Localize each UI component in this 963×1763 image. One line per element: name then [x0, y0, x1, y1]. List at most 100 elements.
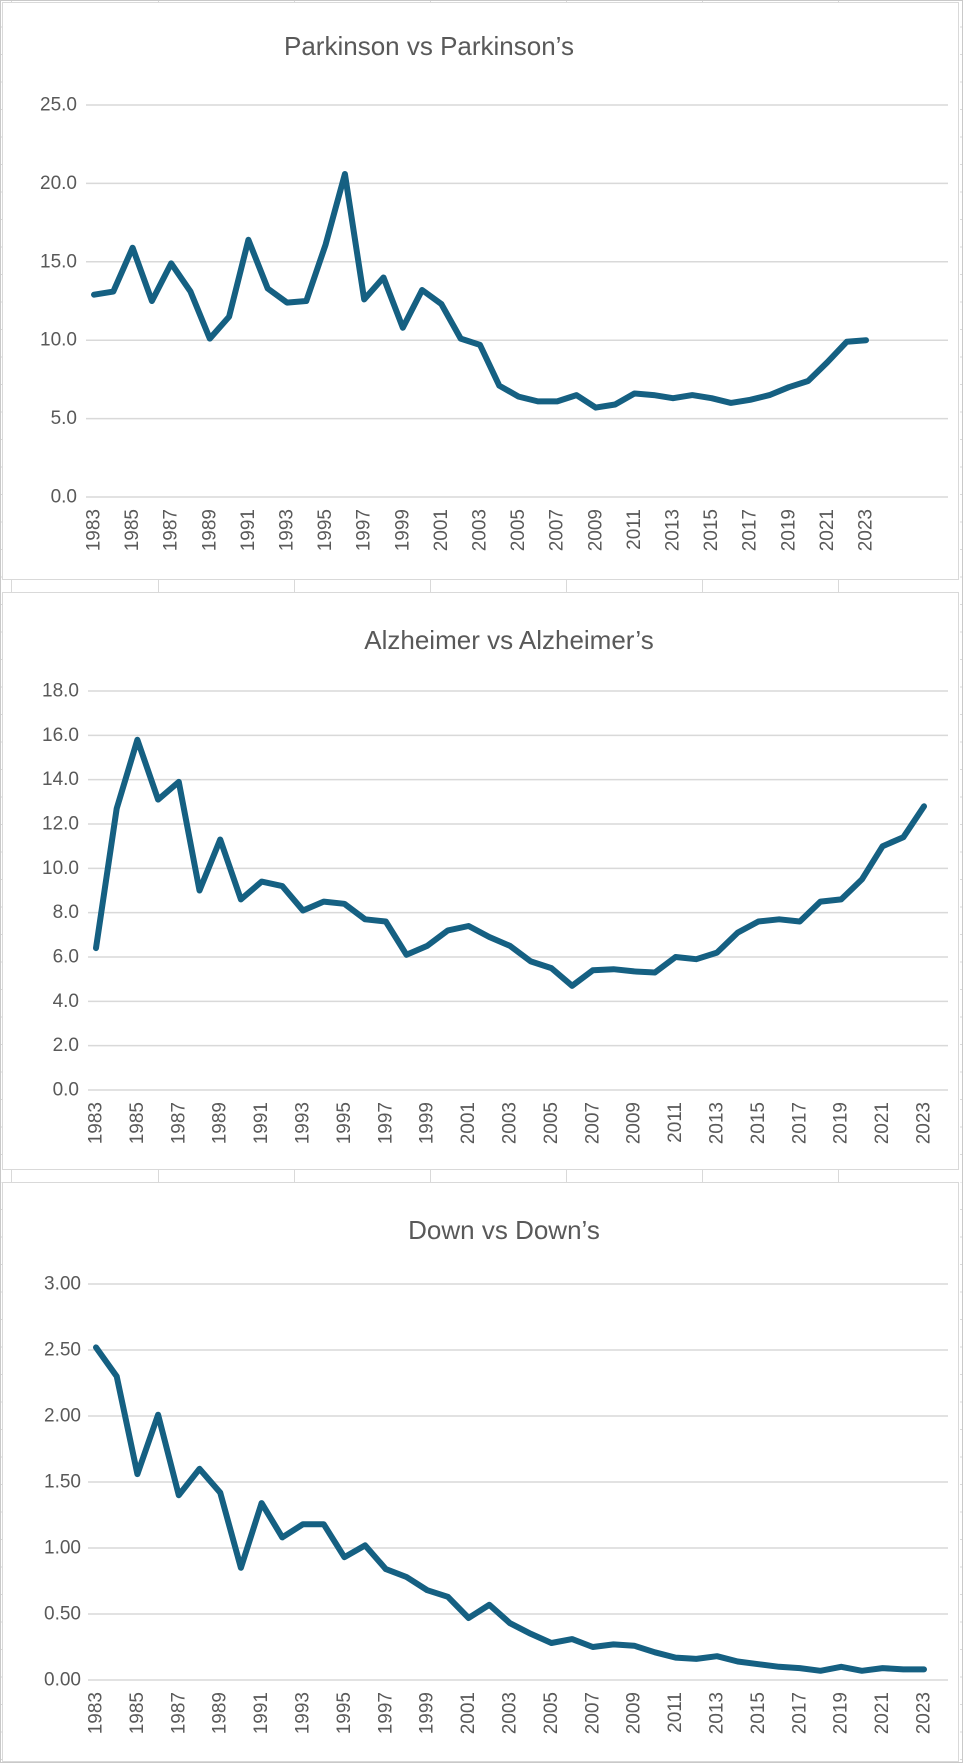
x-tick-label: 1989 [199, 509, 220, 551]
x-tick-label: 2023 [856, 509, 877, 551]
x-tick-label: 2003 [500, 1692, 521, 1734]
x-tick-label: 2011 [624, 509, 645, 550]
x-tick-label: 2005 [508, 509, 529, 551]
y-tick-label: 8.0 [53, 902, 79, 923]
y-tick-label: 6.0 [53, 947, 79, 968]
x-tick-label: 1999 [417, 1102, 438, 1144]
y-tick-label: 12.0 [42, 814, 79, 835]
x-tick-label: 2007 [547, 509, 568, 551]
x-tick-label: 2005 [541, 1692, 562, 1734]
x-tick-label: 2003 [470, 509, 491, 551]
chart-panel-down: Down vs Down’s 0.00 0.50 1.00 1.50 2.00 2.50 3… [2, 1182, 959, 1762]
x-tick-label: 2003 [500, 1102, 521, 1144]
x-tick-label: 2013 [663, 509, 684, 551]
y-tick-label: 2.0 [53, 1035, 79, 1056]
x-tick-label: 2023 [914, 1102, 935, 1144]
data-series-line [93, 1344, 927, 1674]
x-tick-label: 2017 [740, 509, 761, 551]
x-tick-label: 2011 [665, 1692, 686, 1733]
chart-title-parkinson: Parkinson vs Parkinson’s [284, 31, 574, 61]
x-tick-label: 2015 [748, 1102, 769, 1144]
y-tick-label: 4.0 [53, 991, 79, 1012]
x-tick-label: 1985 [122, 509, 143, 551]
y-tick-label: 1.50 [44, 1472, 81, 1493]
x-tick-label: 2021 [872, 1102, 893, 1144]
x-tick-label: 1983 [84, 509, 105, 551]
x-tick-label: 2007 [582, 1692, 603, 1734]
x-tick-label: 2015 [701, 509, 722, 551]
x-tick-label: 2001 [431, 509, 452, 551]
x-tick-label: 1987 [168, 1102, 189, 1144]
x-tick-label: 2005 [541, 1102, 562, 1144]
x-tick-label: 1989 [210, 1692, 231, 1734]
x-tick-label: 2023 [914, 1692, 935, 1734]
y-tick-label: 2.50 [44, 1340, 81, 1361]
x-tick-label: 1993 [293, 1102, 314, 1144]
x-tick-label: 2017 [789, 1692, 810, 1734]
x-tick-label: 2015 [748, 1692, 769, 1734]
x-tick-label: 1995 [315, 509, 336, 551]
x-tick-label: 2021 [817, 509, 838, 551]
chart-panel-alzheimer: Alzheimer vs Alzheimer’s 0.0 2.0 4.0 6.0 8.0… [2, 592, 959, 1170]
y-tick-label: 10.0 [40, 330, 77, 351]
x-tick-label: 2001 [458, 1102, 479, 1144]
y-tick-label: 0.50 [44, 1604, 81, 1625]
x-tick-label: 1993 [277, 509, 298, 551]
y-tick-label: 10.0 [42, 858, 79, 879]
x-tick-label: 2009 [624, 1102, 645, 1144]
x-tick-label: 1985 [127, 1102, 148, 1144]
x-tick-label: 1983 [86, 1692, 107, 1734]
x-tick-label: 1997 [375, 1102, 396, 1144]
chart-title-alzheimer: Alzheimer vs Alzheimer’s [364, 625, 654, 655]
x-tick-label: 2011 [665, 1102, 686, 1143]
x-tick-label: 2017 [789, 1102, 810, 1144]
y-tick-label: 0.0 [51, 487, 77, 508]
x-tick-label: 2019 [831, 1102, 852, 1144]
y-tick-label: 15.0 [40, 251, 77, 272]
y-tick-label: 14.0 [42, 769, 79, 790]
x-tick-label: 1983 [86, 1102, 107, 1144]
x-tick-label: 1999 [417, 1692, 438, 1734]
y-tick-label: 25.0 [40, 95, 77, 116]
chart-title-down: Down vs Down’s [408, 1215, 600, 1245]
y-tick-label: 1.00 [44, 1538, 81, 1559]
y-tick-label: 2.00 [44, 1406, 81, 1427]
x-tick-label: 1999 [392, 509, 413, 551]
x-tick-label: 1991 [251, 1102, 272, 1144]
y-tick-label: 18.0 [42, 681, 79, 702]
x-tick-label: 1997 [354, 509, 375, 551]
x-tick-label: 2013 [707, 1692, 728, 1734]
x-tick-label: 2019 [831, 1692, 852, 1734]
x-tick-label: 1987 [168, 1692, 189, 1734]
x-tick-label: 1993 [293, 1692, 314, 1734]
x-tick-label: 2007 [582, 1102, 603, 1144]
x-tick-label: 1995 [334, 1692, 355, 1734]
line-chart-down: 0.00 0.50 1.00 1.50 2.00 2.50 3.00 1983 1985 1987… [44, 1274, 948, 1734]
x-tick-label: 2001 [458, 1692, 479, 1734]
x-tick-label: 2009 [624, 1692, 645, 1734]
data-series-line [91, 171, 869, 411]
worksheet-column-gridlines-top [0, 0, 963, 3]
x-tick-label: 2013 [707, 1102, 728, 1144]
x-tick-label: 2009 [585, 509, 606, 551]
y-tick-label: 3.00 [44, 1274, 81, 1295]
y-tick-label: 0.0 [53, 1080, 79, 1101]
x-tick-label: 1991 [251, 1692, 272, 1734]
line-chart-parkinson: 0.0 5.0 10.0 15.0 20.0 25.0 1983 1985 1987 1989 19… [40, 95, 948, 551]
chart-panel-parkinson: Parkinson vs Parkinson’s 0.0 5.0 10.0 15.0 2… [2, 2, 959, 580]
x-tick-label: 1987 [161, 509, 182, 551]
line-chart-alzheimer: 0.0 2.0 4.0 6.0 8.0 10.0 12.0 14.0 16.0 18.0 1983 1… [42, 681, 948, 1144]
x-tick-label: 1985 [127, 1692, 148, 1734]
x-tick-label: 2019 [778, 509, 799, 551]
worksheet-gap-band-1 [0, 580, 963, 592]
data-series-line [93, 736, 927, 989]
x-tick-label: 1989 [210, 1102, 231, 1144]
y-tick-label: 0.00 [44, 1670, 81, 1691]
x-tick-label: 1995 [334, 1102, 355, 1144]
x-tick-label: 1991 [238, 509, 259, 551]
x-tick-label: 2021 [872, 1692, 893, 1734]
y-tick-label: 20.0 [40, 173, 77, 194]
x-tick-label: 1997 [375, 1692, 396, 1734]
worksheet-row-gridlines-left [0, 0, 3, 1763]
y-tick-label: 5.0 [51, 408, 77, 429]
